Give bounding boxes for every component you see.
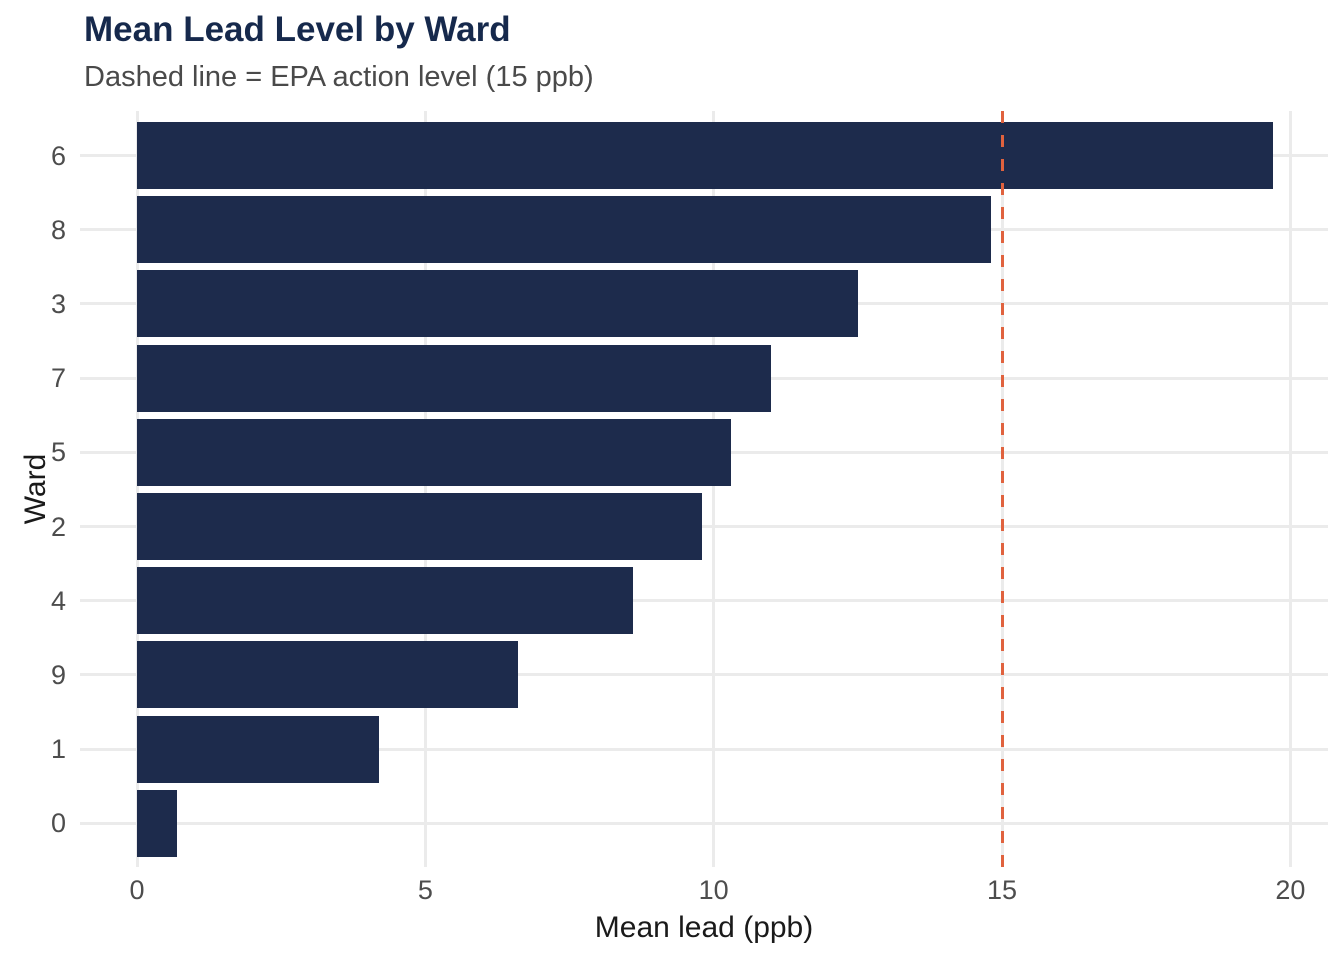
bar-ward-6 <box>137 122 1274 189</box>
y-tick-label-ward-7: 7 <box>50 363 66 394</box>
y-tick-label-ward-5: 5 <box>50 437 66 468</box>
bar-ward-3 <box>137 270 858 338</box>
bar-ward-0 <box>137 789 178 857</box>
y-tick-label-ward-8: 8 <box>50 214 66 245</box>
chart-subtitle: Dashed line = EPA action level (15 ppb) <box>84 61 594 93</box>
bar-ward-8 <box>137 196 991 264</box>
y-tick-label-ward-3: 3 <box>50 288 66 319</box>
x-axis-title: Mean lead (ppb) <box>594 911 814 944</box>
y-tick-label-ward-9: 9 <box>50 659 66 690</box>
y-tick-label-ward-0: 0 <box>50 808 66 839</box>
bar-ward-1 <box>137 715 380 783</box>
gridline-horizontal-ward-0 <box>80 821 1328 825</box>
epa-action-level-line <box>1000 111 1004 867</box>
y-axis-title: Ward <box>19 453 52 525</box>
y-tick-label-ward-1: 1 <box>50 734 66 765</box>
bar-ward-2 <box>137 493 703 560</box>
y-tick-label-ward-4: 4 <box>50 585 66 616</box>
x-tick-label-10: 10 <box>698 875 729 905</box>
gridline-horizontal-ward-2 <box>80 525 1328 528</box>
bar-ward-7 <box>137 344 772 412</box>
gridline-vertical-5 <box>423 111 427 867</box>
bar-ward-4 <box>137 567 633 635</box>
chart-title: Mean Lead Level by Ward <box>84 10 511 49</box>
bar-ward-5 <box>137 418 731 486</box>
x-tick-label-15: 15 <box>987 875 1018 905</box>
x-tick-label-20: 20 <box>1275 875 1306 905</box>
x-tick-label-5: 5 <box>417 875 433 905</box>
gridline-horizontal-ward-1 <box>80 747 1328 751</box>
gridline-vertical-10 <box>712 111 716 867</box>
gridline-horizontal-ward-4 <box>80 599 1328 603</box>
x-tick-label-0: 0 <box>129 875 145 905</box>
gridline-vertical-20 <box>1288 111 1292 867</box>
y-tick-label-ward-6: 6 <box>50 140 66 171</box>
plot-panel <box>80 111 1328 867</box>
y-tick-label-ward-2: 2 <box>50 511 66 542</box>
gridline-horizontal-ward-9 <box>80 673 1328 677</box>
bar-ward-9 <box>137 641 518 709</box>
gridline-vertical-0 <box>135 111 139 867</box>
